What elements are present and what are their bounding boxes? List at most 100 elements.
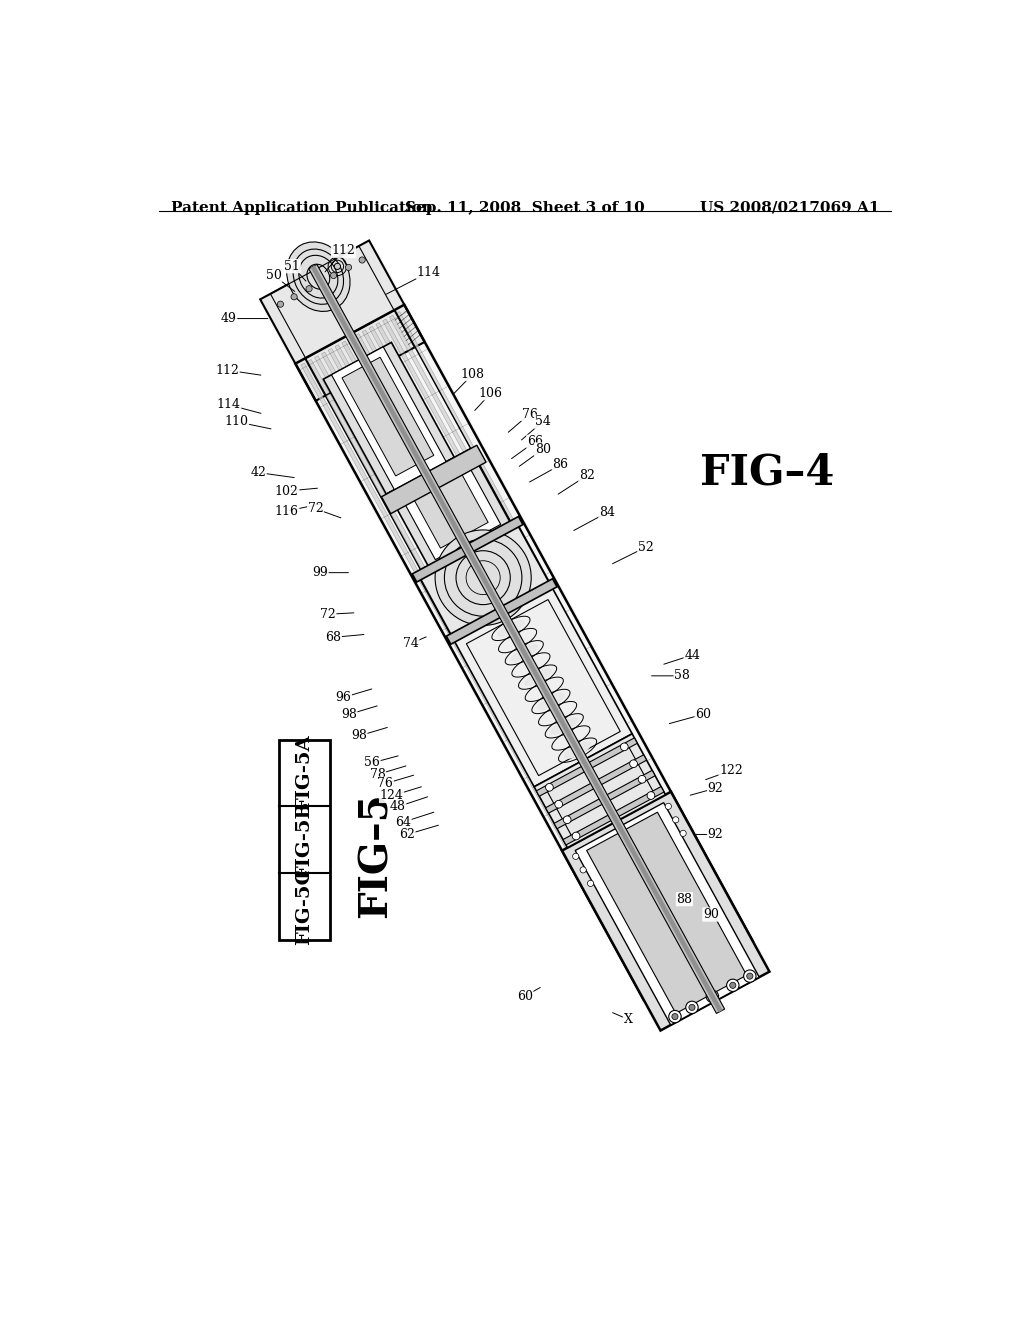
- Circle shape: [689, 1005, 695, 1011]
- Text: 116: 116: [274, 504, 299, 517]
- Text: 86: 86: [553, 458, 568, 471]
- Circle shape: [669, 1010, 681, 1023]
- Circle shape: [345, 264, 351, 271]
- Ellipse shape: [287, 242, 350, 312]
- Polygon shape: [455, 589, 632, 787]
- Text: 50: 50: [266, 269, 282, 282]
- Text: 44: 44: [684, 648, 700, 661]
- Text: 76: 76: [521, 408, 538, 421]
- Text: 114: 114: [417, 265, 440, 279]
- Text: FIG-5C: FIG-5C: [295, 869, 313, 945]
- Circle shape: [291, 294, 297, 300]
- Circle shape: [743, 970, 756, 982]
- Polygon shape: [369, 326, 717, 958]
- Polygon shape: [413, 516, 523, 582]
- Circle shape: [686, 1002, 698, 1014]
- Circle shape: [730, 982, 736, 989]
- Circle shape: [672, 1014, 678, 1019]
- Polygon shape: [342, 341, 690, 973]
- Polygon shape: [308, 264, 725, 1014]
- Circle shape: [638, 775, 646, 783]
- Polygon shape: [382, 445, 486, 513]
- Text: 90: 90: [702, 908, 719, 921]
- Polygon shape: [446, 578, 557, 644]
- Text: 56: 56: [365, 756, 380, 770]
- Text: 60: 60: [695, 708, 711, 721]
- Text: FIG-5A: FIG-5A: [295, 735, 313, 812]
- Polygon shape: [324, 342, 455, 494]
- Polygon shape: [587, 812, 746, 1014]
- Ellipse shape: [510, 644, 539, 661]
- Polygon shape: [537, 738, 637, 796]
- Polygon shape: [383, 319, 731, 950]
- Text: 112: 112: [215, 363, 240, 376]
- Text: 72: 72: [321, 607, 336, 620]
- Text: 60: 60: [517, 990, 532, 1003]
- Text: Patent Application Publication: Patent Application Publication: [171, 201, 432, 215]
- Polygon shape: [562, 792, 769, 1031]
- Circle shape: [331, 272, 337, 279]
- Text: 114: 114: [217, 399, 241, 412]
- Text: 92: 92: [708, 828, 723, 841]
- Text: US 2008/0217069 A1: US 2008/0217069 A1: [700, 201, 880, 215]
- Text: Sep. 11, 2008  Sheet 3 of 10: Sep. 11, 2008 Sheet 3 of 10: [404, 201, 645, 215]
- Polygon shape: [376, 322, 724, 954]
- Text: 42: 42: [250, 466, 266, 479]
- Polygon shape: [535, 734, 666, 847]
- Text: 110: 110: [224, 416, 249, 428]
- Text: 106: 106: [478, 387, 503, 400]
- Circle shape: [572, 832, 580, 840]
- Circle shape: [306, 285, 312, 292]
- Circle shape: [435, 529, 531, 626]
- Circle shape: [707, 990, 719, 1002]
- Circle shape: [563, 816, 571, 824]
- Circle shape: [710, 993, 716, 999]
- Circle shape: [572, 853, 579, 859]
- Text: 72: 72: [307, 502, 324, 515]
- Bar: [280, 739, 330, 940]
- Text: FIG–4: FIG–4: [700, 451, 835, 494]
- Polygon shape: [418, 521, 553, 642]
- Polygon shape: [355, 334, 703, 965]
- Circle shape: [647, 792, 654, 800]
- Polygon shape: [362, 330, 711, 961]
- Text: 62: 62: [399, 828, 415, 841]
- Circle shape: [555, 800, 562, 808]
- Text: 108: 108: [461, 367, 485, 380]
- Circle shape: [621, 743, 628, 751]
- Polygon shape: [348, 338, 696, 969]
- Text: 99: 99: [312, 566, 328, 579]
- Text: 51: 51: [285, 260, 300, 273]
- Circle shape: [546, 784, 553, 791]
- Text: 76: 76: [378, 777, 393, 791]
- Ellipse shape: [537, 693, 565, 710]
- Circle shape: [278, 301, 284, 308]
- Polygon shape: [575, 803, 759, 1026]
- Polygon shape: [396, 312, 744, 944]
- Polygon shape: [546, 755, 646, 813]
- Polygon shape: [332, 347, 446, 490]
- Text: 66: 66: [527, 436, 543, 449]
- Polygon shape: [328, 348, 677, 979]
- Text: 48: 48: [390, 800, 406, 813]
- Circle shape: [588, 880, 594, 887]
- Circle shape: [630, 760, 637, 768]
- Circle shape: [666, 804, 672, 809]
- Text: 98: 98: [341, 708, 356, 721]
- Text: FIG–5: FIG–5: [356, 792, 394, 919]
- Text: 98: 98: [351, 730, 367, 742]
- Text: 74: 74: [402, 638, 419, 649]
- Text: FIG-5B: FIG-5B: [295, 801, 313, 879]
- Polygon shape: [563, 787, 664, 845]
- Circle shape: [334, 263, 341, 269]
- Text: 64: 64: [395, 816, 411, 829]
- Text: 122: 122: [719, 764, 742, 777]
- Polygon shape: [322, 352, 670, 983]
- Text: 92: 92: [708, 781, 723, 795]
- Polygon shape: [554, 771, 655, 829]
- Text: 54: 54: [535, 416, 551, 428]
- Text: 102: 102: [274, 484, 299, 498]
- Text: 68: 68: [326, 631, 341, 644]
- Text: X: X: [624, 1012, 632, 1026]
- Polygon shape: [260, 240, 425, 401]
